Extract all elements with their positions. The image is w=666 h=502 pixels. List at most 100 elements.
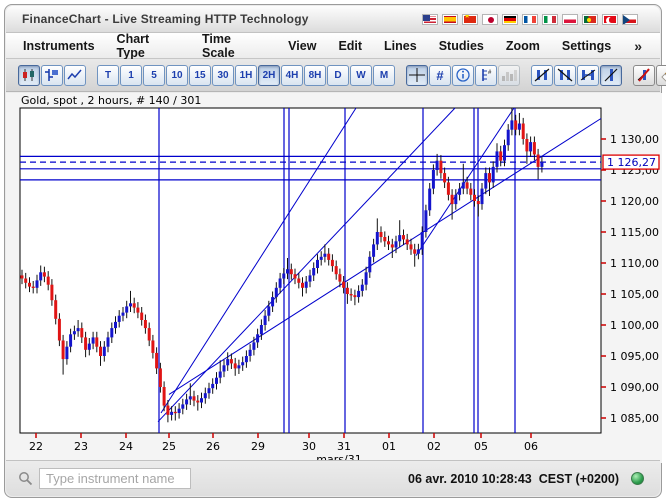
horizontal-line-tool-button[interactable] [577,64,599,86]
svg-text:1 120,00: 1 120,00 [610,195,659,208]
crosshair-button[interactable] [406,64,428,86]
timeframe-button-t[interactable]: T [97,64,119,86]
volume-histogram-button[interactable] [498,64,520,86]
timeframe-button-1h[interactable]: 1H [235,64,257,86]
line-chart-icon [67,69,82,80]
flag-cn-icon[interactable] [462,13,478,25]
svg-text:25: 25 [162,440,176,453]
menu-item-instruments[interactable]: Instruments [23,38,95,53]
horizontal-line-tool-icon [580,69,596,81]
timeframe-button-1[interactable]: 1 [120,64,142,86]
trend-line-tool-button[interactable] [531,64,553,86]
flag-es-icon[interactable] [442,13,458,25]
ohlc-bar-chart-button[interactable] [41,64,63,86]
vertical-line-tool-button[interactable] [600,64,622,86]
flag-jp-icon[interactable] [482,13,498,25]
menu-item-zoom[interactable]: Zoom [505,38,540,53]
datetime-label: 06 avr. 2010 10:28:43 [408,471,532,486]
search-icon [19,472,33,486]
menu-item-settings[interactable]: Settings [561,38,612,53]
app-window: FinanceChart - Live Streaming HTTP Techn… [4,4,666,498]
down-trend-line-tool-button[interactable] [554,64,576,86]
language-flags [422,13,660,25]
crosshair-icon [409,68,425,82]
svg-text:23: 23 [74,440,88,453]
instrument-search-input[interactable] [39,468,191,489]
flag-fr-icon[interactable] [522,13,538,25]
price-tracker-button[interactable]: # [475,64,497,86]
eraser-icon [661,72,666,82]
down-trend-line-tool-icon [557,68,573,82]
svg-text:1 105,00: 1 105,00 [610,288,659,301]
info-icon [456,68,470,82]
timeframe-button-10[interactable]: 10 [166,64,188,86]
edit-tool-buttons [633,64,666,86]
svg-text:24: 24 [119,440,133,453]
svg-text:05: 05 [474,440,488,453]
svg-text:1 115,00: 1 115,00 [610,226,659,239]
menu-item-view[interactable]: View [288,38,317,53]
svg-text:26: 26 [206,440,220,453]
svg-text:29: 29 [251,440,265,453]
svg-text:22: 22 [29,440,43,453]
svg-text:#: # [488,70,492,76]
time-axis: 22 23 24 25 26 29 30 31 01 02 05 06 mars/31 [29,433,538,463]
timeframe-button-2h[interactable]: 2H [258,64,280,86]
toolbar: T 1 5 10 15 30 1H 2H 4H 8H D W M # [6,59,666,92]
price-tracker-icon: # [482,69,492,81]
timeframe-button-8h[interactable]: 8H [304,64,326,86]
timezone-label: CEST (+0200) [538,471,619,486]
flag-cz-icon[interactable] [622,13,638,25]
flag-it-icon[interactable] [542,13,558,25]
info-button[interactable] [452,64,474,86]
timeframe-button-w[interactable]: W [350,64,372,86]
delete-lines-button[interactable] [633,64,655,86]
vertical-line-tool-icon [604,68,618,82]
flag-tr-icon[interactable] [602,13,618,25]
flag-us-icon[interactable] [422,13,438,25]
grid-icon: # [436,67,444,83]
menu-overflow-chevron[interactable]: » [634,37,642,54]
timeframe-button-m[interactable]: M [373,64,395,86]
candlestick-series [20,108,544,423]
timeframe-button-15[interactable]: 15 [189,64,211,86]
menu-item-studies[interactable]: Studies [438,38,484,53]
trend-lines[interactable] [157,107,602,423]
timeframe-button-5[interactable]: 5 [143,64,165,86]
candlestick-chart-button[interactable] [18,64,40,86]
eraser-button[interactable] [656,64,666,86]
window-title: FinanceChart - Live Streaming HTTP Techn… [22,12,309,26]
svg-text:02: 02 [427,440,441,453]
menu-item-edit[interactable]: Edit [338,38,363,53]
svg-text:30: 30 [302,440,316,453]
line-tool-buttons [531,64,622,86]
svg-text:1 095,00: 1 095,00 [610,350,659,363]
timeframe-button-d[interactable]: D [327,64,349,86]
flag-pl-icon[interactable] [562,13,578,25]
chart-section: Gold, spot , 2 hours, # 140 / 301 1 130,… [6,93,662,463]
grid-button[interactable]: # [429,64,451,86]
timeframe-button-4h[interactable]: 4H [281,64,303,86]
svg-text:1 090,00: 1 090,00 [610,381,659,394]
chart-type-buttons [18,64,86,86]
trend-line-tool-icon [534,68,550,82]
svg-text:1 100,00: 1 100,00 [610,319,659,332]
svg-text:1 085,00: 1 085,00 [610,412,659,425]
menu-item-chart-type[interactable]: Chart Type [116,31,150,60]
line-chart-button[interactable] [64,64,86,86]
menu-item-time-scale[interactable]: Time Scale [202,31,235,60]
time-axis-caption: mars/31 [316,453,361,463]
timeframe-button-30[interactable]: 30 [212,64,234,86]
flag-pt-icon[interactable] [582,13,598,25]
ohlc-bar-chart-icon [45,69,58,81]
volume-histogram-icon [502,70,517,81]
svg-text:1 130,00: 1 130,00 [610,133,659,146]
svg-text:1 110,00: 1 110,00 [610,257,659,270]
price-chart: 1 130,001 125,001 120,001 115,001 110,00… [19,107,660,463]
menu-item-lines[interactable]: Lines [384,38,417,53]
flag-de-icon[interactable] [502,13,518,25]
view-buttons: # # [406,64,520,86]
menu-bar: Instruments Chart Type Time Scale View Edit L… [6,32,660,60]
status-bar: 06 avr. 2010 10:28:43 CEST (+0200) [6,460,660,496]
title-bar[interactable]: FinanceChart - Live Streaming HTTP Techn… [6,6,660,33]
